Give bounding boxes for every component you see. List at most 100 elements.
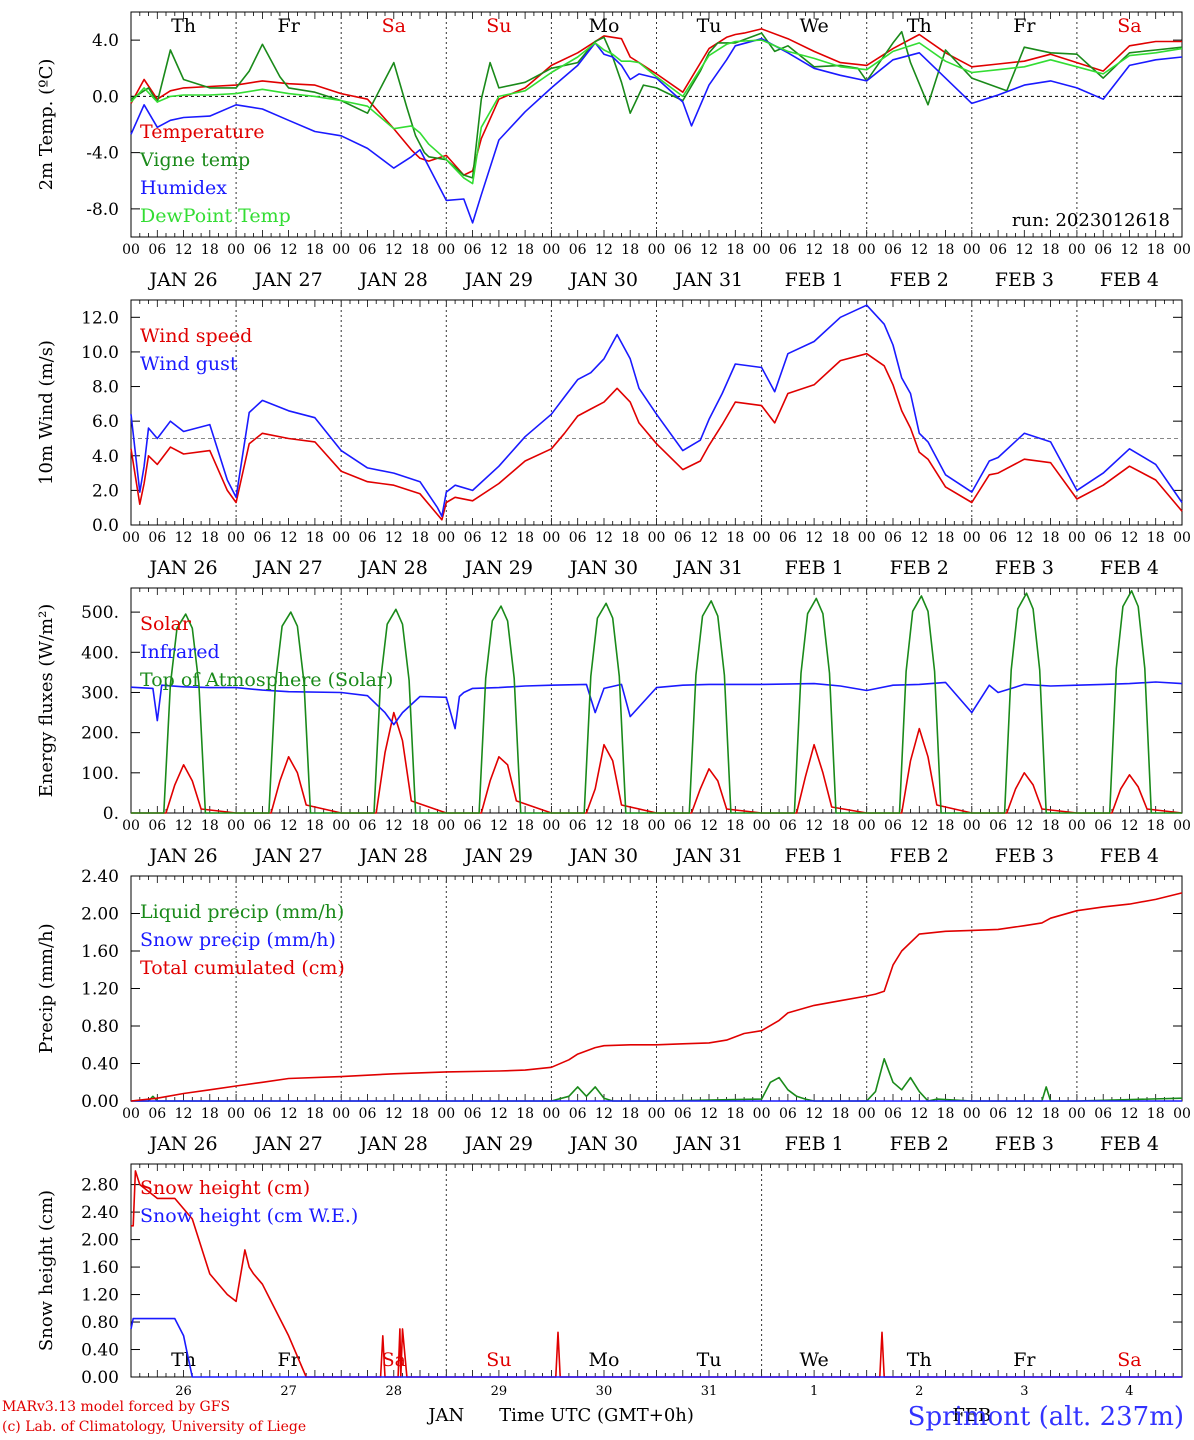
hour-label: 18 [306, 1106, 324, 1122]
hour-label: 18 [411, 818, 429, 834]
hour-label: 12 [385, 818, 403, 834]
hour-ticks [130, 876, 1183, 1101]
hour-label: 12 [280, 1106, 298, 1122]
day-abbrev: Fr [278, 15, 301, 37]
hour-label: 06 [464, 530, 482, 546]
date-label: JAN 28 [358, 269, 428, 291]
date-label: FEB 4 [1100, 845, 1159, 867]
legend-entry: Liquid precip (mm/h) [140, 901, 344, 923]
hour-label: 12 [910, 530, 928, 546]
hour-label: 12 [595, 530, 613, 546]
date-label: JAN 30 [568, 557, 638, 579]
hour-label: 00 [227, 1106, 245, 1122]
day-abbrev: Fr [1013, 15, 1036, 37]
date-label: FEB 3 [995, 1133, 1054, 1155]
date-label: JAN 29 [463, 557, 533, 579]
hour-ticks [130, 1164, 1183, 1377]
panel-precip: 2.40 2.00 1.60 1.20 0.80 0.40 0.00 Precip (mm/h… [36, 867, 1191, 1155]
hour-label: 00 [648, 1106, 666, 1122]
hour-label: 18 [1042, 818, 1060, 834]
hour-label: 00 [858, 818, 876, 834]
hour-label: 12 [595, 242, 613, 258]
series-line-blue [130, 1317, 1182, 1378]
hour-label: 00 [437, 1106, 455, 1122]
y-tick-label: 0.80 [81, 1313, 119, 1333]
hour-label: 00 [1173, 818, 1191, 834]
hour-label: 00 [122, 818, 140, 834]
date-label: FEB 2 [890, 1133, 949, 1155]
y-tick-label: 300. [81, 683, 119, 703]
hour-label: 06 [989, 1106, 1007, 1122]
hour-label: 06 [464, 242, 482, 258]
day-number-label: 3 [1020, 1384, 1028, 1399]
month-label: JAN [426, 1405, 464, 1426]
y-axis-label: 10m Wind (m/s) [36, 340, 57, 485]
hour-label: 06 [674, 242, 692, 258]
hour-label: 06 [1094, 818, 1112, 834]
y-tick-label: 100. [81, 764, 119, 784]
y-tick-label: 0. [103, 804, 119, 824]
hour-label: 00 [963, 818, 981, 834]
series-line-red [130, 892, 1183, 1102]
hour-label: 00 [753, 242, 771, 258]
hour-label: 00 [963, 242, 981, 258]
hour-label: 00 [542, 818, 560, 834]
hour-label: 00 [542, 530, 560, 546]
date-label: JAN 27 [253, 269, 323, 291]
y-tick-label: 10.0 [81, 343, 119, 363]
y-tick-label: -8.0 [86, 200, 119, 220]
day-abbrev: Sa [1117, 1349, 1141, 1371]
month-label: FEB [952, 1405, 991, 1426]
day-abbrev: Fr [1013, 1349, 1036, 1371]
date-label: JAN 26 [147, 557, 217, 579]
hour-label: 12 [910, 242, 928, 258]
hour-label: 00 [753, 530, 771, 546]
hour-label: 12 [175, 530, 193, 546]
hour-label: 00 [963, 530, 981, 546]
day-abbrev: Mo [588, 1349, 619, 1371]
y-tick-label: 8.0 [92, 378, 119, 398]
hour-label: 06 [1094, 530, 1112, 546]
hour-label: 12 [700, 242, 718, 258]
hour-label: 12 [280, 818, 298, 834]
hour-label: 18 [1147, 1106, 1165, 1122]
hour-label: 06 [359, 1106, 377, 1122]
hour-label: 12 [805, 242, 823, 258]
day-abbrev: Tu [697, 15, 722, 37]
hour-label: 00 [437, 818, 455, 834]
hour-label: 00 [753, 818, 771, 834]
y-axis-label: Precip (mm/h) [36, 923, 57, 1053]
hour-label: 06 [884, 1106, 902, 1122]
hour-label: 12 [490, 1106, 508, 1122]
hour-label: 06 [569, 242, 587, 258]
date-label: JAN 26 [147, 269, 217, 291]
hour-label: 18 [937, 1106, 955, 1122]
series-line-lightgreen [130, 39, 1183, 185]
hour-label: 06 [569, 818, 587, 834]
date-label: FEB 1 [785, 845, 844, 867]
y-tick-label: 400. [81, 643, 119, 663]
y-tick-label: 0.40 [81, 1341, 119, 1361]
y-tick-label: 2.40 [81, 867, 119, 887]
hour-label: 12 [175, 242, 193, 258]
hour-label: 06 [253, 1106, 271, 1122]
date-label: JAN 30 [568, 269, 638, 291]
hour-label: 12 [1015, 530, 1033, 546]
hour-ticks [130, 588, 1183, 813]
hour-label: 00 [648, 818, 666, 834]
date-label: JAN 29 [463, 269, 533, 291]
date-label: JAN 31 [673, 845, 743, 867]
y-tick-label: 1.60 [81, 1258, 119, 1278]
y-tick-label: 1.20 [81, 980, 119, 1000]
day-abbrev: We [800, 15, 829, 37]
day-abbrev: Fr [278, 1349, 301, 1371]
y-tick-label: 0.80 [81, 1017, 119, 1037]
hour-label: 00 [437, 530, 455, 546]
hour-label: 18 [201, 1106, 219, 1122]
hour-label: 18 [937, 818, 955, 834]
hour-label: 12 [175, 818, 193, 834]
hour-label: 00 [332, 530, 350, 546]
hour-label: 12 [1015, 242, 1033, 258]
y-tick-label: 0.40 [81, 1055, 119, 1075]
